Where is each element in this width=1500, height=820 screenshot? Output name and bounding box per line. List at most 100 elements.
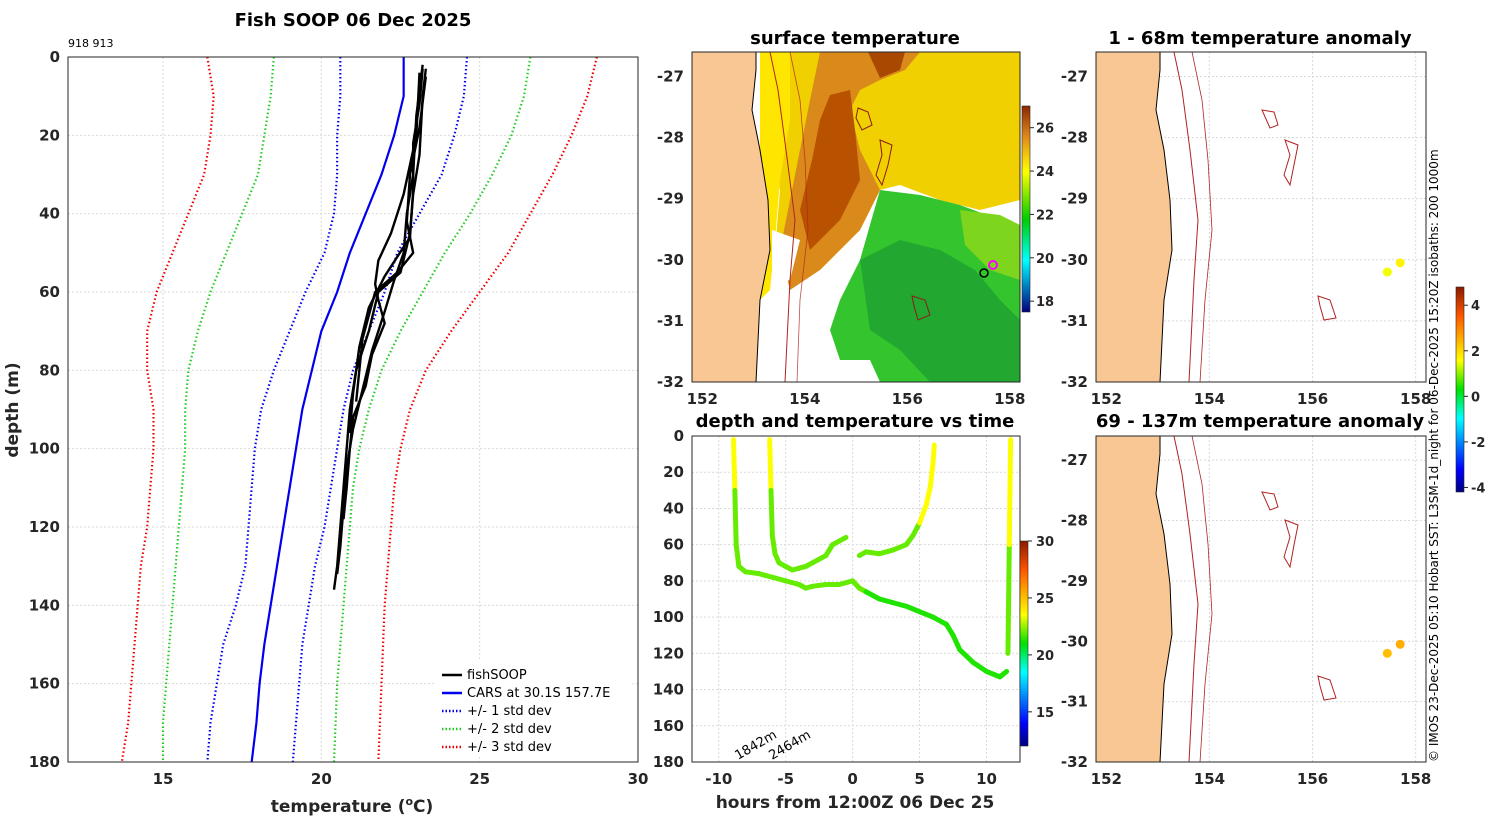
dt-track-segment [836,534,849,544]
map-xtick-label: 154 [1194,770,1225,788]
profile-ytick-label: 40 [39,205,60,223]
map-ytick-label: -28 [657,129,684,147]
depth-time-xlabel: hours from 12:00Z 06 Dec 25 [716,793,995,813]
anom-deep-field [1096,436,1426,762]
dt-ytick-label: 140 [653,681,684,699]
anom-shallow-seamount-1 [1261,109,1279,129]
sst-seamount-2 [875,139,893,187]
sst-isobath-200 [769,52,796,382]
dt-track-segment [917,502,929,526]
map-ytick-label: -32 [657,373,684,391]
map-ytick-label: -30 [1061,632,1088,650]
anomaly-point [1382,267,1392,277]
dt-track-segment [733,542,742,569]
dt-ytick-label: 180 [653,753,684,771]
map-xtick-label: 158 [1400,390,1431,408]
dt-track-segment [1005,542,1012,656]
sst-map-ticks: 152 154 156 158 -27 -28 -29 -30 -31 -32 [657,67,1026,408]
dt-track-segment [970,659,990,674]
map-xtick-label: 158 [994,390,1025,408]
depth-time-axes-box [691,435,1021,763]
anom-colorbar-tick-label: 0 [1471,390,1480,405]
map-ytick-label: -32 [1061,373,1088,391]
sst-colorbar-tick-label: 26 [1036,122,1054,137]
sst-lime-region [960,210,1020,280]
map-xtick-label: 158 [1400,770,1431,788]
profile-ytick-label: 160 [29,675,60,693]
profile-ytick-label: 60 [39,283,60,301]
map-xtick-label: 152 [1091,770,1122,788]
anom-colorbar-tick-label: -4 [1471,481,1485,496]
dt-xtick-label: 0 [847,770,857,788]
map-ytick-label: -27 [1061,451,1088,469]
profile-xtick-label: 20 [311,770,332,788]
anom-shallow-field [1096,52,1426,382]
anom-shallow-seamount-2 [1283,139,1299,187]
profile-ytick-label: 180 [29,753,60,771]
dt-track-segment [997,668,1010,680]
profile-ytick-label: 140 [29,596,60,614]
dt-track-segment [930,442,937,466]
dt-ytick-label: 160 [653,717,684,735]
dt-xtick-label: -5 [777,770,794,788]
sst-station-marker [979,268,989,278]
profile-annotation: 918 913 [68,37,114,50]
profile-ytick-label: 0 [50,48,60,66]
anom-colorbar: -4 -2 0 2 4 [1455,286,1485,496]
depth-time-title: depth and temperature vs time [696,411,1015,432]
dt-ytick-label: 120 [653,644,684,662]
depth-time-panel: depth and temperature vs time -10 -5 0 5 100… [653,411,1054,813]
anomaly-point [1395,258,1405,268]
map-ytick-label: -31 [657,312,684,330]
dt-ytick-label: 40 [663,499,684,517]
map-xtick-label: 156 [892,390,923,408]
dt-track-segment [863,589,882,602]
dt-track-segment [927,460,936,490]
sst-map-land [692,52,771,382]
depth-time-colorbar-ramp [1019,540,1029,747]
anom-deep-grid [1096,436,1426,762]
profile-fishsoop-cast [342,72,421,520]
map-xtick-label: 156 [1297,390,1328,408]
map-ytick-label: -28 [1061,512,1088,530]
profile-title: Fish SOOP 06 Dec 2025 [235,10,472,31]
anom-shallow-isobath-1000 [1191,52,1213,382]
depth-time-colorbar: 15 20 25 30 [1019,535,1054,747]
profile-panel: Fish SOOP 06 Dec 2025 918 913 15 20 25 30 0 2… [3,10,648,817]
anom-colorbar-tick-label: -2 [1471,436,1485,451]
anom-deep-panel: 69 - 137m temperature anomaly 152 154 156 1… [1061,411,1431,788]
anom-colorbar-tick-label: 2 [1471,345,1480,360]
map-xtick-label: 154 [1194,390,1225,408]
anom-shallow-title: 1 - 68m temperature anomaly [1108,28,1411,49]
anom-shallow-ticks: 152 154 156 158 -27 -28 -29 -30 -31 -32 [1061,67,1431,408]
dt-track-segment [731,437,738,493]
profile-axes-box [67,56,639,763]
dt-track-segment [769,533,778,557]
dt-track-segment [767,437,774,493]
map-ytick-label: -31 [1061,312,1088,330]
profile-std-line-lower [120,57,215,762]
anom-deep-points [1382,639,1405,658]
map-xtick-label: 152 [1091,390,1122,408]
dt-ytick-label: 20 [663,463,684,481]
dt-ytick-label: 0 [674,427,684,445]
profile-ytick-label: 20 [39,126,60,144]
profile-series [120,57,598,762]
dt-colorbar-tick-label: 25 [1036,592,1054,607]
anom-shallow-land [1096,52,1173,382]
sst-colorbar-tick-label: 24 [1036,165,1054,180]
anom-deep-title: 69 - 137m temperature anomaly [1096,411,1425,432]
anom-deep-land [1096,436,1173,762]
map-ytick-label: -27 [1061,67,1088,85]
sst-colorbar: 18 20 22 24 26 [1021,105,1054,313]
legend-box [435,659,633,757]
anom-colorbar-ticks: -4 -2 0 2 4 [1464,299,1485,496]
depth-time-grid [692,435,1020,763]
map-ytick-label: -27 [657,67,684,85]
dt-track-segment [768,487,775,539]
sst-map-field [692,52,1020,382]
profile-ylabel: depth (m) [3,362,23,457]
profile-fishsoop-cast [335,64,424,575]
